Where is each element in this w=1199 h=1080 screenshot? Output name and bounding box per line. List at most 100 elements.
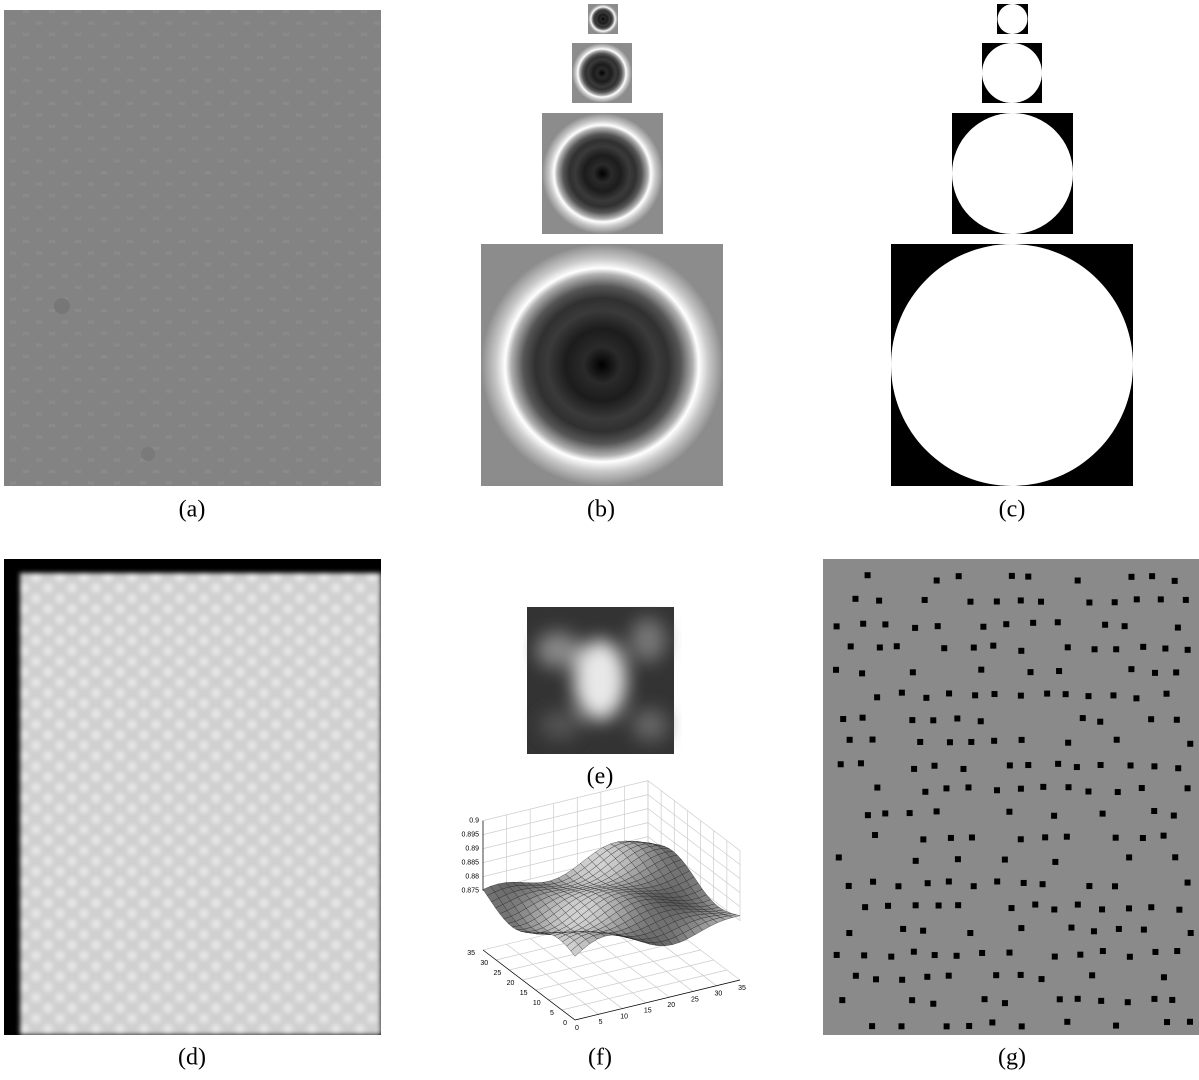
detection-marker: [1025, 574, 1031, 580]
detection-marker: [1086, 883, 1092, 889]
template: [572, 43, 632, 103]
panel-label: (g): [998, 1045, 1026, 1071]
detection-marker: [1140, 835, 1146, 841]
z-tick-label: 0.89: [465, 845, 479, 852]
detection-marker: [874, 785, 880, 791]
detection-marker: [846, 930, 852, 936]
detection-marker: [846, 883, 852, 889]
detection-marker: [858, 760, 864, 766]
detection-marker: [1183, 597, 1189, 603]
detection-marker: [1113, 646, 1119, 652]
detection-marker: [1185, 880, 1191, 886]
detection-marker: [1116, 926, 1122, 932]
detection-marker: [1092, 646, 1098, 652]
detection-marker: [1176, 907, 1182, 913]
blob: [540, 711, 580, 739]
detection-marker: [1175, 625, 1181, 631]
detection-marker: [1063, 691, 1069, 697]
detection-marker: [1139, 785, 1145, 791]
detection-marker: [1068, 925, 1074, 931]
detection-marker: [1086, 599, 1092, 605]
mask: [982, 43, 1042, 103]
detection-marker: [1018, 786, 1024, 792]
detection-marker: [947, 739, 953, 745]
axis-line: [575, 980, 740, 1020]
detection-marker: [978, 718, 984, 724]
detection-marker: [1126, 905, 1132, 911]
detection-marker: [1085, 788, 1091, 794]
detection-marker: [1040, 881, 1046, 887]
detection-marker: [873, 976, 879, 982]
masks: [891, 4, 1133, 486]
defect: [54, 298, 70, 314]
detection-marker: [1188, 930, 1194, 936]
detection-marker: [956, 573, 962, 579]
detection-marker: [991, 738, 997, 744]
detection-marker: [1185, 785, 1191, 791]
defect: [141, 447, 155, 461]
detection-marker: [969, 834, 975, 840]
detection-marker: [941, 645, 947, 651]
detection-marker: [1006, 950, 1012, 956]
blob: [630, 618, 666, 662]
detection-marker: [1052, 954, 1058, 960]
y-tick-label: 0: [563, 1020, 567, 1027]
z-tick-label: 0.9: [469, 817, 479, 824]
detection-marker: [1009, 573, 1015, 579]
detection-marker: [1018, 648, 1024, 654]
y-tick-label: 25: [493, 970, 501, 977]
detection-marker: [923, 695, 929, 701]
detection-marker: [980, 624, 986, 630]
detection-marker: [885, 903, 891, 909]
detection-marker: [1051, 813, 1057, 819]
template: [588, 4, 618, 34]
map: [20, 573, 381, 1035]
detection-marker: [1057, 996, 1063, 1002]
detection-marker: [1028, 669, 1034, 675]
detection-marker: [1042, 834, 1048, 840]
micrograph: [4, 10, 381, 486]
detection-marker: [922, 597, 928, 603]
detection-marker: [911, 766, 917, 772]
detection-marker: [894, 643, 900, 649]
detection-marker: [874, 694, 880, 700]
mask: [952, 113, 1073, 234]
detection-marker: [1164, 691, 1170, 697]
mask: [891, 244, 1133, 486]
detection-marker: [1172, 854, 1178, 860]
detection-marker: [1151, 996, 1157, 1002]
axis-line: [483, 950, 575, 1020]
detection-marker: [972, 692, 978, 698]
detection-marker: [1064, 834, 1070, 840]
detection-marker: [1040, 784, 1046, 790]
detection-marker: [1125, 999, 1131, 1005]
detection-marker: [1151, 763, 1157, 769]
detection-marker: [965, 784, 971, 790]
detection-marker: [966, 1023, 972, 1029]
detection-marker: [954, 953, 960, 959]
z-tick-label: 0.875: [461, 887, 479, 894]
detection-marker: [907, 810, 913, 816]
detection-marker: [1158, 596, 1164, 602]
detection-marker: [990, 643, 996, 649]
template: [542, 113, 663, 234]
detection-marker: [1187, 1019, 1193, 1025]
detection-marker: [978, 667, 984, 673]
detection-marker: [1098, 762, 1104, 768]
detection-marker: [946, 690, 952, 696]
detection-marker: [1174, 717, 1180, 723]
detection-marker: [1100, 948, 1106, 954]
grid-line: [536, 950, 701, 990]
detection-marker: [1098, 998, 1104, 1004]
detection-marker: [994, 598, 1000, 604]
y-tick-label: 15: [520, 990, 528, 997]
x-tick-label: 10: [620, 1013, 628, 1020]
detection-marker: [1127, 954, 1133, 960]
detection-marker: [1089, 972, 1095, 978]
detection-marker: [834, 623, 840, 629]
x-tick-label: 0: [575, 1025, 579, 1032]
detection-marker: [1152, 949, 1158, 955]
detection-marker: [910, 669, 916, 675]
detection-marker: [1133, 695, 1139, 701]
detection-marker: [860, 715, 866, 721]
